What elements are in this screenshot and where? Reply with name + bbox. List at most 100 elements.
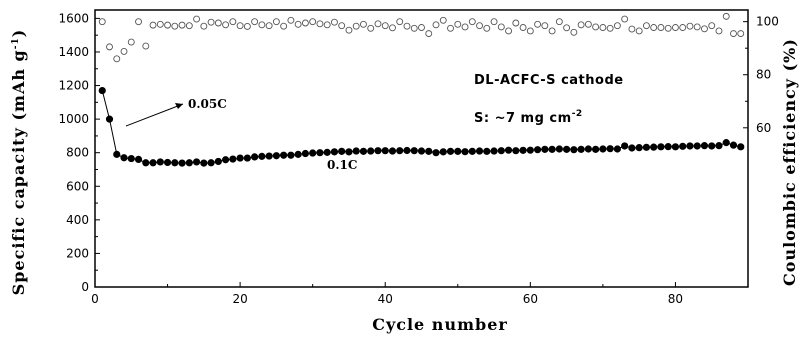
capacity-point <box>229 155 237 163</box>
efficiency-point <box>432 21 440 29</box>
capacity-point <box>388 147 397 155</box>
efficiency-point <box>519 24 527 31</box>
capacity-point <box>563 145 571 153</box>
capacity-point <box>606 145 614 153</box>
efficiency-point <box>599 24 607 31</box>
capacity-point <box>475 147 484 155</box>
y-right-tick-label: 60 <box>756 121 771 135</box>
capacity-point <box>120 154 128 162</box>
efficiency-point <box>490 18 498 26</box>
rate-label-01c: 0.1C <box>327 158 357 172</box>
y-left-tick-label: 1400 <box>58 45 89 59</box>
capacity-point <box>265 152 273 160</box>
efficiency-point <box>512 19 520 27</box>
efficiency-point <box>664 24 672 32</box>
efficiency-point <box>171 22 179 30</box>
efficiency-point <box>679 24 687 31</box>
efficiency-point <box>389 24 396 32</box>
capacity-point <box>737 143 745 151</box>
y-left-axis-title-main: Specific capacity (mAh g <box>9 49 28 295</box>
efficiency-point <box>243 23 251 30</box>
efficiency-point <box>251 18 259 26</box>
y-right-tick-label: 80 <box>756 68 771 82</box>
capacity-point <box>454 147 462 155</box>
capacity-point <box>410 147 418 155</box>
capacity-point <box>526 146 534 154</box>
plot-frame <box>94 9 749 288</box>
efficiency-point <box>483 24 491 32</box>
capacity-point <box>105 115 114 123</box>
capacity-point <box>635 144 643 152</box>
axes-layer: 0 20 40 60 800200400600800100012001400160060… <box>58 9 779 306</box>
capacity-point <box>722 139 730 147</box>
capacity-point <box>381 147 389 155</box>
efficiency-point <box>701 25 708 33</box>
efficiency-point <box>316 20 324 28</box>
capacity-point <box>236 154 244 162</box>
efficiency-point <box>650 24 658 31</box>
capacity-point <box>555 145 563 153</box>
capacity-point <box>287 151 295 159</box>
capacity-point <box>708 142 716 150</box>
efficiency-point <box>606 24 614 32</box>
capacity-point <box>548 145 556 153</box>
y-left-tick-label: 800 <box>66 146 89 160</box>
sulfur-loading-label: S: ~7 mg cm-2 <box>474 109 583 126</box>
capacity-point <box>171 159 179 167</box>
capacity-point <box>345 148 353 156</box>
efficiency-point <box>693 23 701 31</box>
efficiency-point <box>737 30 745 38</box>
capacity-point <box>490 147 498 155</box>
y-right-tick-label: 100 <box>756 15 779 29</box>
capacity-point <box>592 145 600 153</box>
capacity-point <box>468 147 476 155</box>
capacity-point <box>374 147 382 155</box>
efficiency-point <box>120 47 128 55</box>
efficiency-point <box>280 22 288 30</box>
efficiency-point <box>185 22 193 30</box>
rate-label-005c: 0.05C <box>188 97 227 111</box>
capacity-point <box>570 146 578 154</box>
efficiency-point <box>555 18 563 26</box>
capacity-point <box>330 148 339 156</box>
efficiency-point <box>360 20 367 28</box>
efficiency-point <box>425 30 433 38</box>
capacity-point <box>664 143 672 151</box>
efficiency-point <box>570 28 578 36</box>
x-axis-title: Cycle number <box>372 315 508 334</box>
efficiency-point <box>447 24 454 32</box>
y-left-tick-label: 1000 <box>58 112 89 126</box>
capacity-point <box>98 86 106 95</box>
y-left-tick-label: 400 <box>66 213 89 227</box>
efficiency-point <box>722 12 730 20</box>
efficiency-point <box>592 23 600 31</box>
efficiency-point <box>635 27 643 35</box>
x-tick-label: 0 <box>91 292 99 306</box>
y-left-tick-label: 1200 <box>58 79 89 93</box>
capacity-point <box>483 147 491 155</box>
efficiency-point <box>374 20 382 28</box>
efficiency-point <box>229 18 237 26</box>
efficiency-point <box>526 27 534 35</box>
capacity-point <box>621 142 629 150</box>
capacity-point <box>163 158 172 167</box>
efficiency-point <box>323 21 331 29</box>
y-left-tick-label: 200 <box>66 246 89 260</box>
efficiency-point <box>584 20 592 28</box>
efficiency-point <box>200 22 208 30</box>
y-left-axis-title-close: ) <box>9 29 28 38</box>
capacity-point <box>577 145 585 153</box>
capacity-point <box>512 147 520 155</box>
capacity-point <box>541 145 549 153</box>
efficiency-point <box>236 22 244 30</box>
rate-arrow-head <box>175 103 183 109</box>
efficiency-point <box>149 21 157 29</box>
efficiency-point <box>396 18 404 26</box>
capacity-point <box>301 149 310 158</box>
capacity-point <box>214 157 222 166</box>
y-right-axis-title: Coulombic efficiency (%) <box>780 38 799 286</box>
efficiency-point <box>164 21 172 29</box>
efficiency-point <box>142 42 150 50</box>
efficiency-point <box>403 22 411 30</box>
